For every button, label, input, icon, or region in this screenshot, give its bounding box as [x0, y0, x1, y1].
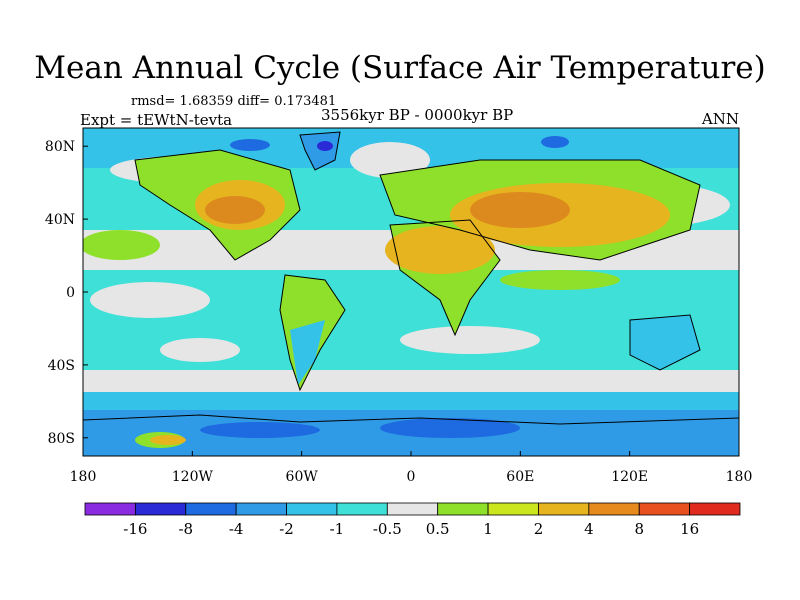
colorbar-label: 16	[680, 520, 699, 538]
y-tick-label: 80S	[48, 431, 75, 447]
arctic-cold-patch	[541, 136, 569, 148]
south-atlantic-neutral	[400, 326, 540, 354]
x-tick-label: 180	[726, 469, 753, 485]
colorbar-label: -2	[279, 520, 294, 538]
x-tick-label: 180	[70, 469, 97, 485]
pacific-green-patch	[83, 230, 160, 260]
y-axis: 80N 40N 0 40S 80S	[45, 139, 88, 447]
period-label: 3556kyr BP - 0000kyr BP	[321, 106, 514, 124]
y-tick-label: 80N	[45, 139, 75, 155]
coastlines	[83, 131, 739, 425]
colorbar-swatch	[185, 502, 237, 516]
x-tick-label: 120E	[611, 469, 648, 485]
y-tick-label: 0	[66, 285, 75, 301]
east-pacific-neutral	[90, 282, 210, 318]
x-tick-label: 120W	[172, 469, 214, 485]
plot-title: Mean Annual Cycle (Surface Air Temperatu…	[34, 50, 766, 86]
colorbar-label: -1	[330, 520, 345, 538]
southern-neutral-band	[83, 370, 739, 392]
x-axis: 180 120W 60W 0 60E 120E 180	[70, 451, 753, 485]
colorbar-label: -16	[123, 520, 147, 538]
y-tick-label: 40S	[48, 358, 75, 374]
eurasia-coast	[379, 159, 701, 261]
colorbar-label: -0.5	[373, 520, 402, 538]
colorbar-label: -4	[229, 520, 244, 538]
stats-text: rmsd= 1.68359 diff= 0.173481	[131, 94, 337, 109]
colorbar-swatch	[487, 502, 539, 516]
antarctic-cold-patch	[200, 422, 320, 438]
arctic-coldest-patch	[317, 141, 333, 151]
australia-region	[630, 315, 700, 370]
colorbar-swatch	[437, 502, 489, 516]
arctic-cold-patch	[230, 139, 270, 151]
south-america-coast	[279, 274, 346, 392]
north-america-hot	[205, 196, 265, 224]
north-america-coast	[134, 149, 301, 261]
anomaly-field	[83, 128, 739, 456]
central-asia-hot	[470, 192, 570, 228]
south-pacific-neutral	[160, 338, 240, 362]
colorbar: -16 -8 -4 -2 -1 -0.5 0.5 1 2 4 8 16	[84, 502, 741, 538]
experiment-label: Expt = tEWtN-tevta	[80, 111, 233, 129]
colorbar-swatch	[286, 502, 338, 516]
colorbar-swatch	[235, 502, 287, 516]
colorbar-swatch	[134, 502, 187, 516]
colorbar-label: 8	[634, 520, 644, 538]
colorbar-swatch	[336, 502, 388, 516]
colorbar-swatch	[689, 502, 741, 516]
antarctica-coast	[83, 414, 739, 425]
australia-coast	[629, 314, 701, 371]
south-america-cool	[290, 320, 325, 385]
colorbar-label: 2	[534, 520, 544, 538]
colorbar-label: 1	[483, 520, 493, 538]
colorbar-swatch	[386, 502, 439, 516]
africa-coast	[389, 219, 501, 337]
indian-ocean-green	[500, 270, 620, 290]
season-label: ANN	[701, 110, 739, 128]
x-tick-label: 60E	[506, 469, 534, 485]
colorbar-swatch	[538, 502, 590, 516]
greenland-region	[300, 132, 340, 170]
y-tick-label: 40N	[45, 212, 75, 228]
colorbar-label: 4	[584, 520, 594, 538]
colorbar-swatch	[84, 502, 136, 516]
antarctic-warm-spot	[150, 435, 186, 445]
x-tick-label: 0	[407, 469, 416, 485]
sahara-warm	[385, 226, 495, 274]
colorbar-swatch	[638, 502, 691, 516]
x-tick-label: 60W	[286, 469, 319, 485]
north-atlantic-neutral	[350, 142, 430, 178]
greenland-coast	[299, 131, 341, 171]
antarctic-cold-patch	[380, 418, 520, 438]
colorbar-label: 0.5	[426, 520, 450, 538]
colorbar-label: -8	[178, 520, 193, 538]
colorbar-swatch	[588, 502, 640, 516]
